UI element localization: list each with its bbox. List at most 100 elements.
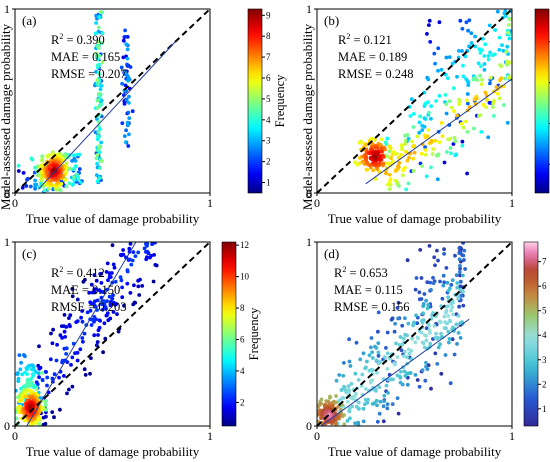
scatter-point <box>128 291 133 295</box>
scatter-point <box>96 39 101 44</box>
scatter-point <box>89 323 94 327</box>
scatter-point <box>447 337 452 341</box>
scatter-point <box>23 418 28 423</box>
scatter-point <box>448 318 452 323</box>
scatter-point <box>382 393 387 398</box>
scatter-point <box>340 414 345 419</box>
scatter-point <box>123 83 128 88</box>
scatter-point <box>401 173 405 178</box>
scatter-point <box>460 139 465 144</box>
scatter-point <box>400 143 404 148</box>
scatter-point <box>500 43 504 47</box>
scatter-point <box>126 132 131 137</box>
scatter-point <box>432 51 437 56</box>
colorbar-tick-label: 1 <box>542 404 547 414</box>
scatter-point <box>361 351 366 356</box>
scatter-point <box>476 61 481 66</box>
scatter-point <box>126 75 131 80</box>
scatter-point <box>370 356 375 360</box>
scatter-point <box>453 253 457 258</box>
scatter-point <box>120 81 124 86</box>
scatter-point <box>403 349 407 354</box>
x-axis-label: True value of damage probability <box>26 444 200 459</box>
scatter-point <box>123 28 127 33</box>
scatter-point <box>408 114 413 118</box>
colorbar-tick-label: 10 <box>240 272 250 282</box>
scatter-point <box>374 346 379 350</box>
scatter-point <box>44 407 49 412</box>
colorbar-label: Frequency <box>273 74 287 128</box>
scatter-point <box>390 152 395 157</box>
scatter-point <box>70 287 75 291</box>
scatter-point <box>70 159 74 163</box>
scatter-point <box>108 275 113 279</box>
scatter-point <box>85 310 90 315</box>
scatter-point <box>373 154 378 159</box>
scatter-point <box>126 101 131 105</box>
scatter-point <box>504 49 509 54</box>
scatter-point <box>62 313 67 317</box>
scatter-point <box>382 399 386 403</box>
scatter-point <box>17 353 22 357</box>
scatter-point <box>407 351 412 356</box>
scatter-point <box>405 333 409 338</box>
scatter-point <box>18 367 23 372</box>
scatter-point <box>95 340 100 344</box>
scatter-point <box>136 284 141 289</box>
scatter-point <box>45 375 50 380</box>
scatter-point <box>24 382 29 387</box>
scatter-point <box>377 385 382 390</box>
scatter-point <box>119 278 124 283</box>
scatter-point <box>92 333 97 338</box>
shared-y-axis-label: Model-assessed damage probability <box>0 23 13 210</box>
scatter-point <box>356 378 361 382</box>
scatter-point <box>420 128 425 133</box>
scatter-point <box>464 119 468 124</box>
scatter-point <box>394 151 399 156</box>
scatter-point <box>457 49 461 53</box>
scatter-point <box>423 333 427 338</box>
scatter-point <box>94 173 99 178</box>
scatter-point <box>78 180 83 185</box>
scatter-point <box>451 86 456 91</box>
scatter-point <box>128 242 133 246</box>
colorbar-label: Frequency <box>247 307 261 361</box>
scatter-point <box>458 279 463 284</box>
scatter-point <box>385 136 390 141</box>
scatter-point <box>28 404 33 409</box>
scatter-point <box>389 377 393 382</box>
panel-label: (d) <box>324 246 339 261</box>
scatter-point <box>64 352 68 356</box>
scatter-point <box>132 283 136 288</box>
scatter-point <box>125 56 130 61</box>
scatter-point <box>72 167 76 171</box>
scatter-point <box>70 183 75 187</box>
scatter-point <box>398 380 403 385</box>
scatter-point <box>121 38 126 43</box>
scatter-point <box>449 283 454 287</box>
scatter-point <box>443 353 448 357</box>
scatter-point <box>445 304 450 309</box>
scatter-point <box>101 350 105 355</box>
scatter-point <box>365 168 370 172</box>
scatter-point <box>423 148 428 152</box>
scatter-point <box>93 31 98 36</box>
scatter-point <box>389 317 394 322</box>
scatter-point <box>467 18 472 23</box>
scatter-point <box>96 130 101 135</box>
colorbar-gradient <box>534 8 550 194</box>
scatter-point <box>503 76 507 81</box>
scatter-point <box>444 102 449 106</box>
scatter-point <box>399 348 404 353</box>
scatter-point <box>393 168 398 173</box>
scatter-point <box>370 350 374 355</box>
scatter-point <box>35 382 40 387</box>
colorbar-gradient <box>247 8 263 194</box>
scatter-point <box>63 335 67 339</box>
scatter-point <box>462 248 467 253</box>
scatter-point <box>345 419 350 423</box>
scatter-point <box>363 397 368 402</box>
scatter-point <box>20 185 25 190</box>
scatter-point <box>34 387 39 391</box>
scatter-point <box>396 300 401 305</box>
